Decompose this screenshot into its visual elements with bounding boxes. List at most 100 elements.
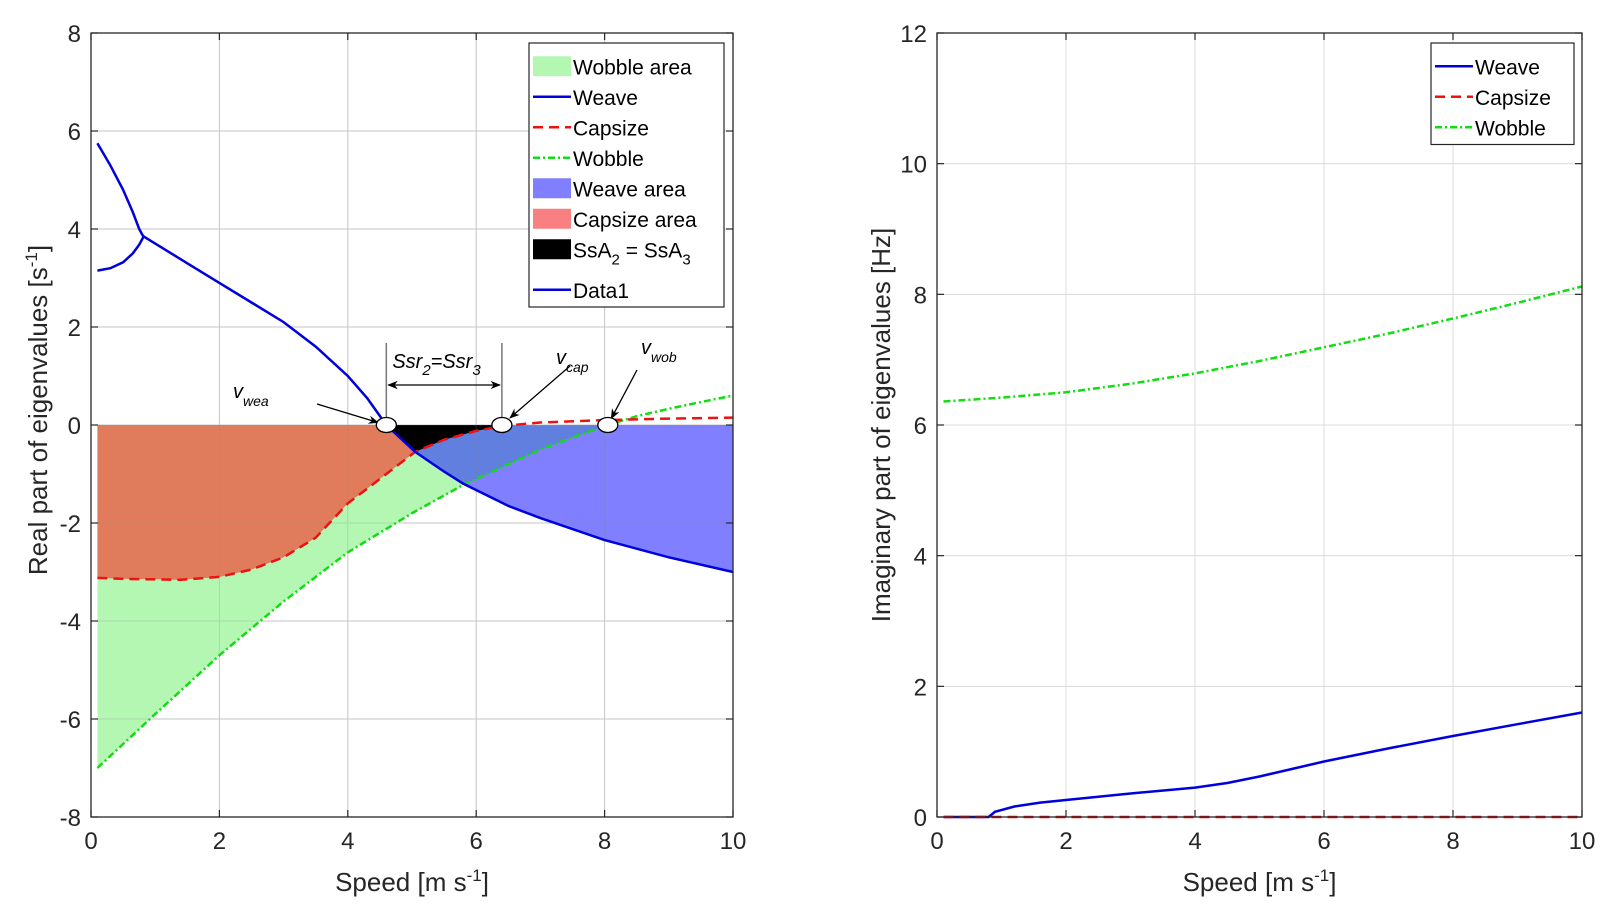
y-tick-label: -8 xyxy=(60,805,81,832)
legend-label-text: Wobble xyxy=(573,148,644,171)
y-axis-label: Imaginary part of eigenvalues [Hz] xyxy=(866,228,896,623)
x-tick-label: 0 xyxy=(84,828,97,855)
legend-label: Wobble area xyxy=(573,56,692,79)
v-cap-arrow xyxy=(509,365,571,419)
x-tick-label: 10 xyxy=(720,828,747,855)
y-tick-label: 12 xyxy=(900,21,927,48)
v-wob-arrow xyxy=(610,369,638,420)
v-wob-label-sub: wob xyxy=(651,349,677,365)
legend-label-text: SsA xyxy=(573,239,612,262)
v-wob-label: vwob xyxy=(641,337,677,365)
legend-label: Wobble xyxy=(1475,117,1546,140)
ssr-label-text: Ssr xyxy=(392,351,423,373)
imaginary-part-chart: 0 2 4 6 8 10 0 2 4 6 8 10 12 Speed [m s-1] Imaginary p… xyxy=(866,21,1595,897)
y-axis-label-text: Real part of eigenvalues [s xyxy=(23,267,53,575)
x-tick-label: 4 xyxy=(341,828,354,855)
x-axis-label-text: Speed [m s xyxy=(1183,867,1315,897)
wobble-line xyxy=(943,285,1583,403)
x-tick-label: 6 xyxy=(470,828,483,855)
y-tick-label: 6 xyxy=(68,119,81,146)
v-wob-marker xyxy=(597,416,619,434)
v-cap-label-text: v xyxy=(556,347,567,369)
v-cap-marker xyxy=(491,416,513,434)
x-tick-label: 0 xyxy=(930,828,943,855)
legend-label-text: Capsize xyxy=(573,117,649,140)
x-tick-label: 4 xyxy=(1188,828,1201,855)
legend-swatch xyxy=(533,56,571,77)
legend-label: Weave xyxy=(1475,56,1540,79)
v-wea-arrow xyxy=(316,403,379,424)
legend-label-text: Weave area xyxy=(573,178,686,201)
y-tick-label: 4 xyxy=(914,544,927,571)
legend-item: Data1 xyxy=(533,280,629,303)
legend-item: Weave area xyxy=(533,178,686,201)
legend-label: Wobble xyxy=(573,148,644,171)
ssr-label-sub: 2 xyxy=(421,362,431,379)
legend-label: Capsize xyxy=(573,117,649,140)
legend-swatch xyxy=(533,239,571,260)
legend-label: Weave area xyxy=(573,178,686,201)
x-tick-label: 10 xyxy=(1569,828,1596,855)
v-wea-marker xyxy=(375,416,397,434)
legend-label-sub: 3 xyxy=(682,251,690,268)
legend-label-text: Capsize xyxy=(1475,87,1551,110)
y-tick-label: 0 xyxy=(68,413,81,440)
y-axis-label-sup: -1 xyxy=(22,252,41,267)
ssr-label-sub2: 3 xyxy=(472,362,481,379)
ssr-span-label: Ssr2=Ssr3 xyxy=(392,351,481,379)
y-tick-label: -2 xyxy=(60,511,81,538)
x-axis-label-text: Speed [m s xyxy=(335,867,467,897)
legend-item: Capsize area xyxy=(533,208,697,232)
y-tick-label: 2 xyxy=(914,674,927,701)
legend-label-text: Weave xyxy=(1475,56,1540,79)
legend-item: Wobble xyxy=(533,148,644,171)
v-wob-label-text: v xyxy=(641,337,652,359)
ssr-label-mid: =Ssr xyxy=(431,351,474,373)
y-tick-label: -6 xyxy=(60,707,81,734)
legend-label: Data1 xyxy=(573,280,629,303)
wobble-line xyxy=(96,394,734,769)
y-axis-label: Real part of eigenvalues [s-1] xyxy=(22,245,53,575)
legend-item: Wobble area xyxy=(533,56,692,79)
legend-label: SsA2 = SsA3 xyxy=(573,239,691,268)
x-tick-label: 2 xyxy=(1059,828,1072,855)
x-axis-label-end: ] xyxy=(482,867,489,897)
v-cap-label-sub: cap xyxy=(566,359,589,375)
y-axis-label-end: ] xyxy=(23,245,53,252)
x-tick-label: 6 xyxy=(1317,828,1330,855)
capsize-area xyxy=(97,425,513,580)
y-tick-label: 0 xyxy=(914,805,927,832)
legend-box xyxy=(528,42,725,308)
x-axis-label: Speed [m s-1] xyxy=(1183,866,1337,897)
weave-line xyxy=(943,711,1583,819)
weave-line xyxy=(97,235,145,272)
y-tick-label: 6 xyxy=(914,413,927,440)
legend-item: Weave xyxy=(533,87,638,110)
x-tick-label: 8 xyxy=(1446,828,1459,855)
stability-areas xyxy=(97,425,733,768)
v-wea-label: vwea xyxy=(233,381,269,409)
legend-label-text: Data1 xyxy=(573,280,629,303)
legend-label: Capsize area xyxy=(573,209,697,232)
legend-label-text: Capsize area xyxy=(573,209,697,232)
legend-label-sub: 2 xyxy=(612,251,620,268)
y-tick-label: -4 xyxy=(60,609,81,636)
v-wea-label-sub: wea xyxy=(243,393,269,409)
x-axis-label-sup: -1 xyxy=(1314,866,1329,885)
x-tick-label: 8 xyxy=(598,828,611,855)
x-tick-label: 2 xyxy=(213,828,226,855)
y-tick-label: 4 xyxy=(68,217,81,244)
y-tick-label: 8 xyxy=(914,282,927,309)
legend-label-text: Weave xyxy=(573,87,638,110)
capsize-line xyxy=(97,416,734,582)
legend: Weave Capsize Wobble xyxy=(1430,42,1575,146)
legend-item: Weave xyxy=(1435,56,1540,79)
legend-swatch xyxy=(533,178,571,199)
y-tick-label: 8 xyxy=(68,21,81,48)
legend-label-text: Wobble area xyxy=(573,56,692,79)
x-axis-label: Speed [m s-1] xyxy=(335,866,489,897)
legend-box xyxy=(1430,42,1575,146)
